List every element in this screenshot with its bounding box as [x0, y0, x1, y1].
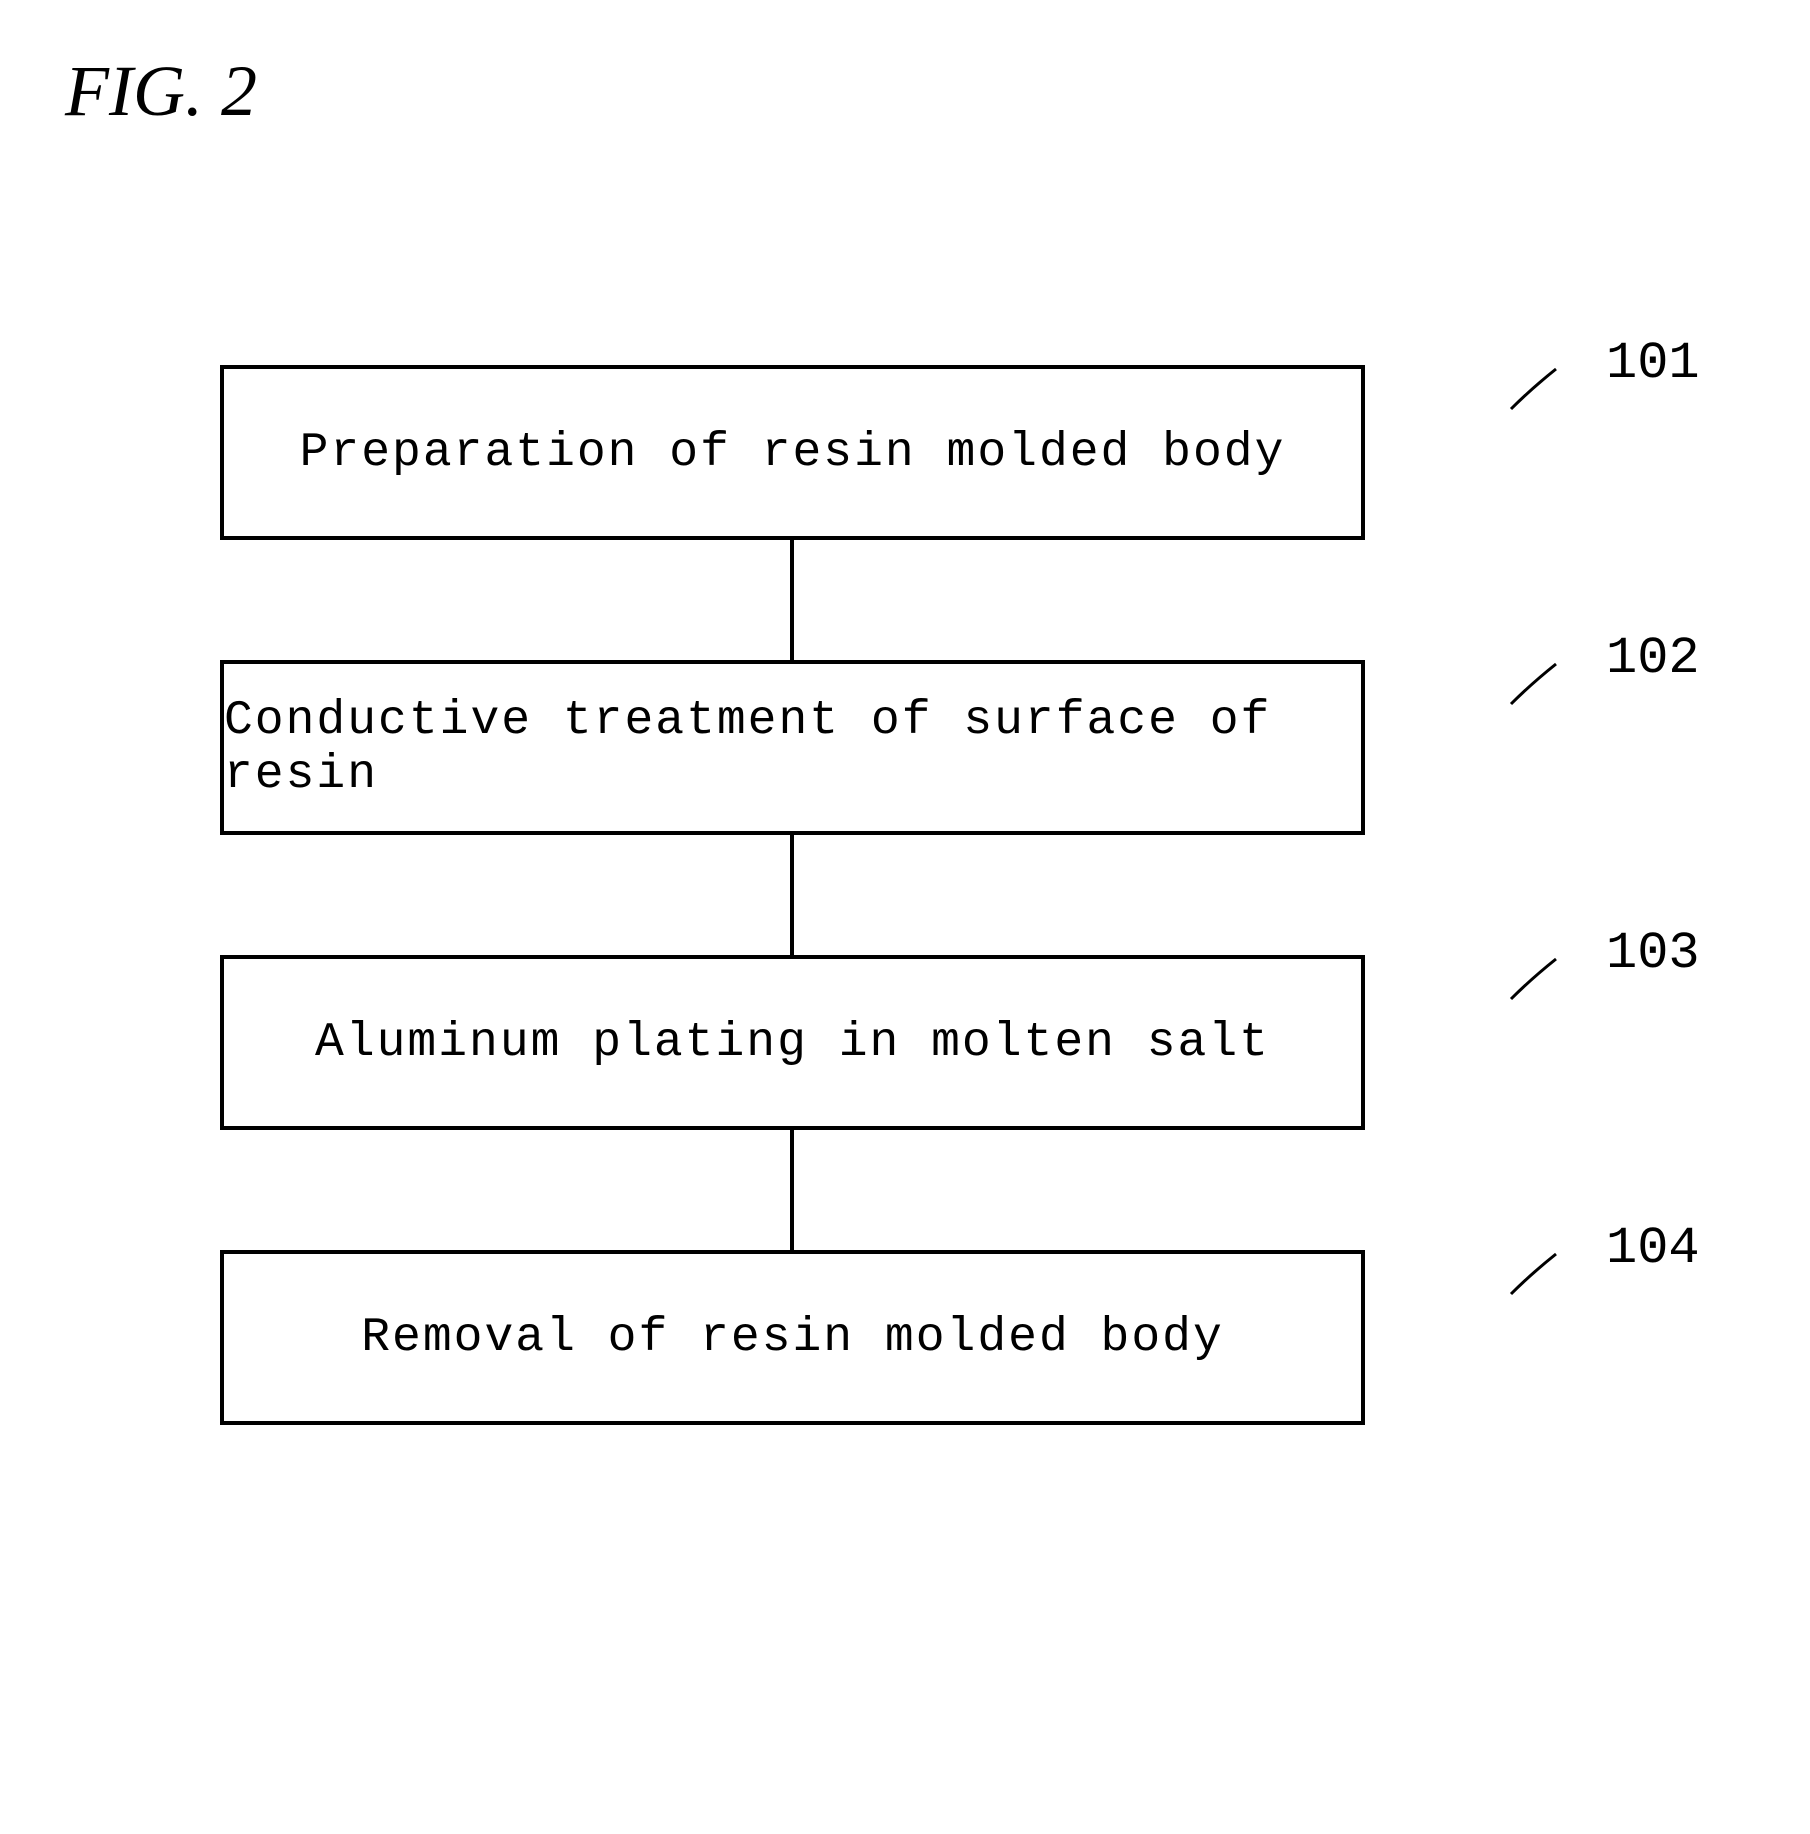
- flowchart-box-4: Removal of resin molded body 104: [220, 1250, 1365, 1425]
- label-curve-3: [1506, 954, 1566, 1004]
- box-text-3: Aluminum plating in molten salt: [315, 1016, 1270, 1070]
- flowchart-box-3: Aluminum plating in molten salt 103: [220, 955, 1365, 1130]
- label-text-1: 101: [1606, 334, 1700, 393]
- connector-1: [790, 540, 794, 660]
- connector-3: [790, 1130, 794, 1250]
- label-curve-1: [1506, 364, 1566, 414]
- label-curve-4: [1506, 1249, 1566, 1299]
- figure-title: FIG. 2: [65, 50, 257, 133]
- box-text-4: Removal of resin molded body: [361, 1311, 1224, 1365]
- label-curve-2: [1506, 659, 1566, 709]
- flowchart-container: Preparation of resin molded body 101 Con…: [220, 365, 1560, 1425]
- flowchart-box-1: Preparation of resin molded body 101: [220, 365, 1365, 540]
- box-text-2: Conductive treatment of surface of resin: [224, 694, 1361, 802]
- box-text-1: Preparation of resin molded body: [300, 426, 1286, 480]
- label-text-2: 102: [1606, 629, 1700, 688]
- label-text-3: 103: [1606, 924, 1700, 983]
- connector-2: [790, 835, 794, 955]
- label-text-4: 104: [1606, 1219, 1700, 1278]
- flowchart-box-2: Conductive treatment of surface of resin…: [220, 660, 1365, 835]
